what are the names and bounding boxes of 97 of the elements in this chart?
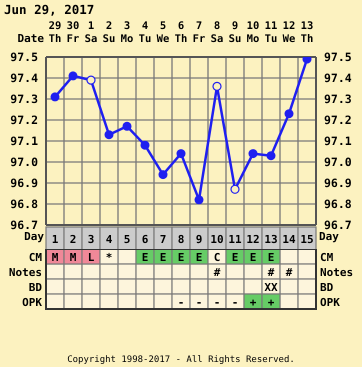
x2-tick-label: 13 Th [300, 20, 314, 45]
category-label: BD [320, 281, 334, 294]
y2-tick-label: 97.0 [324, 155, 352, 170]
x2-tick-label: 11 Tu [264, 20, 278, 45]
text: - [232, 296, 238, 309]
text: * [106, 251, 112, 264]
x2-tick-label: 8 Sa [210, 20, 224, 45]
text: - [178, 296, 184, 309]
x-tick-label: 14 [282, 233, 296, 246]
text: XX [264, 281, 278, 294]
x-tick-label: 13 [264, 233, 278, 246]
y2-tick-label: 97.3 [324, 92, 352, 106]
point [86, 76, 96, 85]
category-label: CM [320, 251, 334, 264]
x-tick-label: 11 [228, 233, 242, 246]
y2-tick-label: 97.5 [324, 50, 352, 64]
y2-tick-label: 96.7 [324, 218, 352, 232]
x2-tick-label: 9 Su [228, 20, 242, 45]
y2-tick-label: 97.2 [324, 113, 352, 128]
x2-tick-label: 4 Tu [138, 20, 152, 45]
y-tick-label: 97.4 [10, 71, 38, 86]
y-tick-label: 97.5 [10, 50, 38, 64]
x2-tick-label: 12 We [282, 20, 296, 45]
point [176, 149, 186, 158]
category-label: OPK [320, 296, 340, 309]
x-tick-label: 12 [246, 233, 260, 246]
y-tick-label: 96.9 [10, 176, 38, 190]
x2-axis-title: Date [18, 32, 44, 45]
text: # [286, 266, 292, 279]
x-tick-label: 10 [210, 233, 224, 246]
y-tick-label: 96.7 [10, 218, 38, 232]
text: M [52, 251, 58, 264]
y-tick-label: 97.1 [10, 134, 38, 148]
x2-tick-label: 5 We [156, 20, 170, 45]
x-tick-label: 9 [196, 233, 202, 246]
point [68, 71, 78, 80]
y-tick-label: 97.2 [10, 113, 38, 128]
point [266, 151, 276, 160]
text: + [250, 296, 256, 309]
x2-tick-label: 6 Th [174, 20, 188, 45]
text: E [178, 251, 184, 264]
point [230, 184, 240, 194]
text: # [214, 266, 220, 279]
x-axis-title: Day [24, 230, 44, 243]
point [122, 122, 132, 131]
point [158, 170, 168, 180]
text: E [142, 251, 148, 264]
text: E [196, 251, 202, 264]
text: + [268, 296, 274, 309]
y2-tick-label: 96.8 [324, 197, 352, 212]
x-tick-label: 15 [300, 233, 314, 246]
x-tick-label: 7 [160, 233, 166, 246]
y-tick-label: 96.8 [10, 197, 38, 212]
category-label: CM [28, 251, 42, 264]
x2-tick-label: 3 Mo [120, 20, 134, 45]
point [50, 92, 60, 102]
text: E [160, 251, 166, 264]
x-tick-label: 5 [124, 233, 130, 246]
x2-tick-label: 10 Mo [246, 20, 260, 45]
text: E [232, 251, 238, 264]
text: C [214, 251, 220, 264]
x-tick-label: 2 [70, 233, 76, 246]
category-label: OPK [22, 296, 42, 309]
text: M [70, 251, 76, 264]
x-tick-label: 3 [88, 233, 94, 246]
text: E [250, 251, 256, 264]
category-label: BD [28, 281, 42, 294]
y-tick-label: 97.3 [10, 92, 38, 106]
x-tick-label: 4 [106, 233, 113, 246]
x2-tick-label: 30 Fr [66, 20, 80, 45]
category-label: Notes [320, 266, 354, 279]
text: # [268, 266, 274, 279]
point [212, 82, 222, 91]
y2-tick-label: 96.9 [324, 176, 352, 190]
point [284, 109, 294, 118]
y2-tick-label: 97.4 [324, 71, 352, 86]
text: L [88, 251, 94, 264]
category-label: Notes [8, 266, 42, 279]
x2-tick-label: 29 Th [48, 20, 62, 45]
x2-tick-label: 2 Su [102, 20, 116, 45]
x2-tick-label: 1 Sa [84, 20, 98, 45]
y-tick-label: 97.0 [10, 155, 38, 170]
y2-tick-label: 97.1 [324, 134, 352, 148]
point [104, 130, 114, 140]
x-tick-label: 1 [52, 233, 59, 246]
point [194, 195, 204, 204]
x2-tick-label: 7 Fr [192, 20, 206, 45]
point [140, 140, 150, 150]
text: E [268, 251, 274, 264]
point [248, 149, 258, 158]
text: Copyright 1998-2017 - All Rights Reserved. [66, 355, 296, 365]
text: - [214, 296, 220, 309]
chart-title: Jun 29, 2017 [4, 2, 94, 17]
x-tick-label: 6 [142, 233, 149, 246]
x-tick-label: 8 [178, 233, 184, 246]
text: Day [319, 230, 339, 243]
text: - [196, 296, 202, 309]
